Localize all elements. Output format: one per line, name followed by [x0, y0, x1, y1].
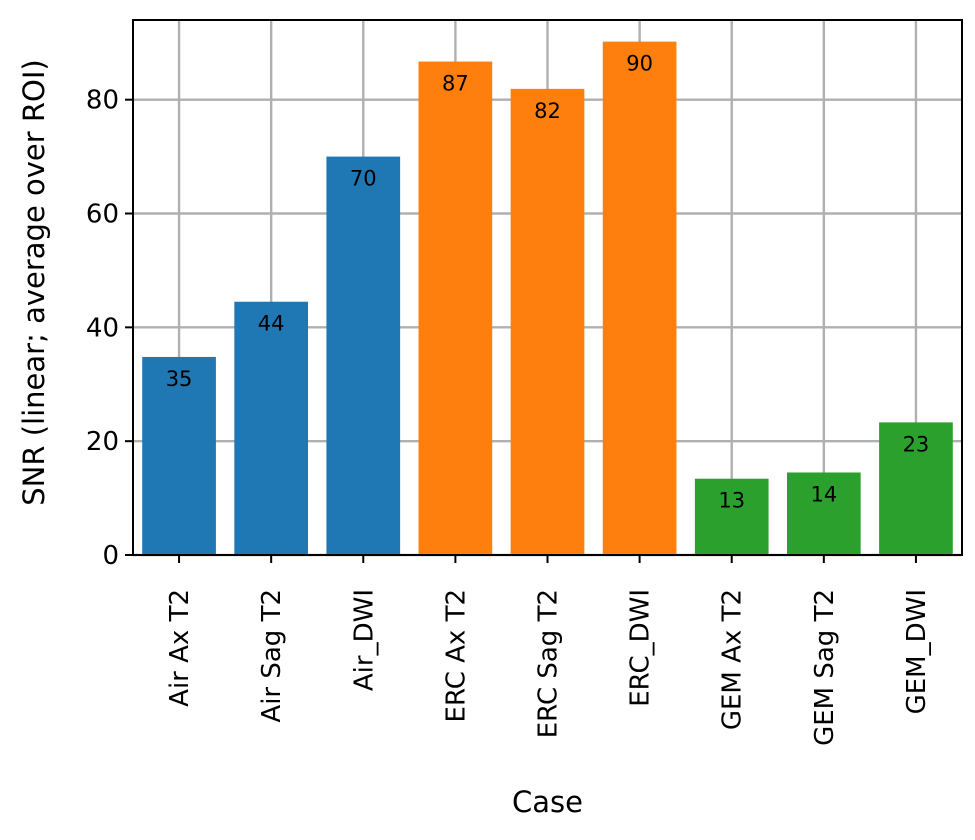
- x-tick-label: ERC_DWI: [626, 589, 656, 707]
- bar: [694, 478, 769, 555]
- bar-value-label: 23: [903, 432, 930, 456]
- x-tick-label: ERC Sag T2: [534, 589, 564, 738]
- bar: [510, 88, 585, 556]
- bar-value-label: 90: [626, 52, 653, 76]
- bar-value-label: 14: [810, 482, 837, 506]
- x-tick-label: Air_DWI: [349, 589, 379, 691]
- bar-value-label: 82: [534, 99, 561, 123]
- y-tick-label: 80: [86, 86, 119, 116]
- bars: [142, 41, 953, 556]
- y-tick-label: 60: [86, 200, 119, 230]
- bar-value-label: 70: [350, 167, 377, 191]
- x-tick-label: GEM Ax T2: [718, 589, 748, 730]
- x-tick-label: GEM_DWI: [902, 589, 932, 714]
- y-axis-title: SNR (linear; average over ROI): [17, 59, 51, 505]
- bar-value-label: 35: [166, 367, 193, 391]
- bar: [418, 61, 493, 555]
- bar-labels: 35 44 70 87 82 90 13 14 23: [166, 52, 930, 513]
- bar: [879, 422, 953, 555]
- bar: [234, 301, 309, 555]
- x-axis-title: Case: [512, 785, 583, 819]
- y-tick-label: 0: [102, 541, 119, 571]
- x-tick-label: Air Ax T2: [165, 589, 195, 707]
- bar: [326, 156, 401, 555]
- y-tick-label: 20: [86, 427, 119, 457]
- bar: [602, 41, 677, 555]
- bar-value-label: 44: [258, 312, 285, 336]
- x-tick-label: ERC Ax T2: [441, 589, 471, 722]
- y-tick-label: 40: [86, 313, 119, 343]
- x-axis: Air Ax T2 Air Sag T2 Air_DWI ERC Ax T2 ERC S…: [165, 555, 932, 746]
- bar: [142, 356, 216, 555]
- x-tick-label: Air Sag T2: [257, 589, 287, 723]
- bar-value-label: 87: [442, 72, 469, 96]
- bar-value-label: 13: [718, 489, 745, 513]
- x-tick-label: GEM Sag T2: [810, 589, 840, 746]
- bar: [786, 472, 861, 555]
- y-axis: 0 20 40 60 80: [86, 86, 133, 571]
